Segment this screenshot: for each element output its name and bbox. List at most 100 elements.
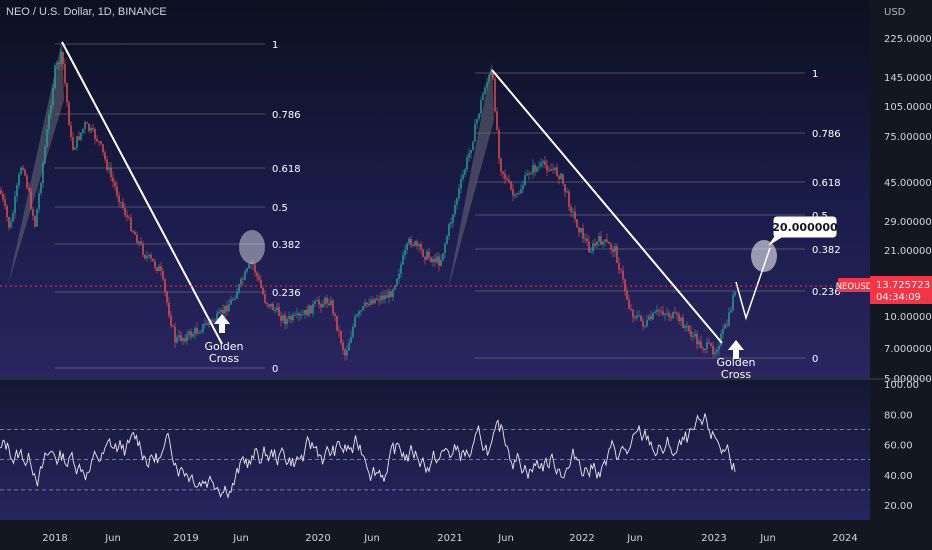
golden-cross-left-line1: Golden (204, 340, 243, 353)
candle-body (444, 243, 446, 254)
candle-body (156, 267, 158, 272)
candle-body (374, 298, 376, 304)
candle-body (442, 253, 444, 260)
candle-body (372, 299, 374, 304)
candle-body (340, 331, 342, 343)
target-label-box[interactable] (773, 216, 837, 238)
candle-body (526, 173, 528, 176)
candle-body (246, 268, 248, 272)
candle-body (222, 310, 224, 314)
candle-body (112, 177, 114, 183)
candle-body (540, 162, 542, 167)
candle-body (592, 243, 594, 252)
candle-body (642, 320, 644, 327)
oscillator-axis[interactable]: 100.00 80.00 60.00 40.00 20.00 (884, 380, 919, 512)
candle-body (166, 291, 168, 303)
candle-body (122, 201, 124, 209)
candle-body (362, 306, 364, 311)
candle-body (544, 160, 546, 165)
candle-body (356, 314, 358, 317)
candle-body (622, 270, 624, 280)
fib-right-label-0: 1 (812, 69, 818, 80)
candle-body (394, 285, 396, 290)
candle-body (48, 114, 50, 130)
oscillator-line (0, 413, 736, 500)
candle-body (186, 334, 188, 342)
candle-body (256, 272, 258, 277)
price-tick-6: 21.000000 (884, 246, 932, 257)
candle-body (238, 284, 240, 293)
candle-body (640, 315, 642, 321)
candle-body (194, 328, 196, 335)
candle-body (700, 341, 702, 349)
candle-body (370, 299, 372, 305)
candle-body (82, 128, 84, 133)
candle-body (416, 241, 418, 246)
candle-body (360, 310, 362, 312)
candle-body (208, 322, 210, 326)
candle-body (432, 258, 434, 263)
candle-body (606, 239, 608, 243)
wedge-layer (8, 40, 494, 290)
target-label: 20.000000 (772, 221, 838, 234)
candle-body (500, 158, 502, 172)
highlight-circle-left (239, 230, 265, 264)
candle-body (632, 309, 634, 318)
candle-body (94, 129, 96, 139)
candle-body (658, 309, 660, 312)
candle-body (670, 316, 672, 319)
candle-body (310, 305, 312, 314)
candle-body (118, 195, 120, 203)
candle-body (98, 141, 100, 143)
osc-tick-4: 20.00 (884, 501, 913, 512)
candle-body (412, 245, 414, 247)
trendline-left (61, 41, 223, 345)
candle-body (488, 74, 490, 82)
candle-body (718, 345, 720, 350)
candle-body (692, 336, 694, 338)
candle-body (40, 183, 42, 194)
candle-body (580, 228, 582, 233)
candle-body (514, 195, 516, 197)
candle-body (32, 208, 34, 217)
candle-body (338, 330, 340, 332)
candle-body (380, 295, 382, 301)
candle-body (28, 187, 30, 191)
candle-body (260, 280, 262, 288)
candle-body (506, 178, 508, 180)
candle-body (614, 246, 616, 252)
time-axis-background (0, 520, 870, 550)
time-tick-9: Jun (626, 533, 643, 544)
candle-body (484, 87, 486, 94)
candle-body (522, 185, 524, 190)
time-tick-4: 2020 (305, 533, 330, 544)
candle-body (430, 257, 432, 263)
time-tick-1: Jun (104, 533, 121, 544)
candle-body (648, 316, 650, 320)
time-axis[interactable]: 2018 Jun 2019 Jun 2020 Jun 2021 Jun 2022 Jun 2023 J… (42, 533, 857, 544)
candle-body (6, 205, 8, 218)
candle-body (148, 254, 150, 257)
candle-body (8, 217, 10, 228)
candle-body (236, 292, 238, 299)
candle-body (308, 305, 310, 316)
candle-body (570, 206, 572, 213)
candle-body (280, 316, 282, 321)
candle-body (594, 243, 596, 246)
candle-body (728, 312, 730, 326)
candle-body (410, 238, 412, 246)
candle-body (422, 249, 424, 257)
candle-body (60, 52, 62, 64)
candle-body (420, 244, 422, 250)
candle-body (660, 311, 662, 313)
price-tick-3: 75.000000 (884, 132, 932, 143)
candle-body (638, 315, 640, 317)
candle-body (364, 302, 366, 307)
candle-body (34, 216, 36, 227)
candle-body (350, 336, 352, 343)
candle-body (182, 338, 184, 341)
candle-body (30, 190, 32, 209)
candle-body (214, 321, 216, 323)
candle-body (630, 308, 632, 310)
